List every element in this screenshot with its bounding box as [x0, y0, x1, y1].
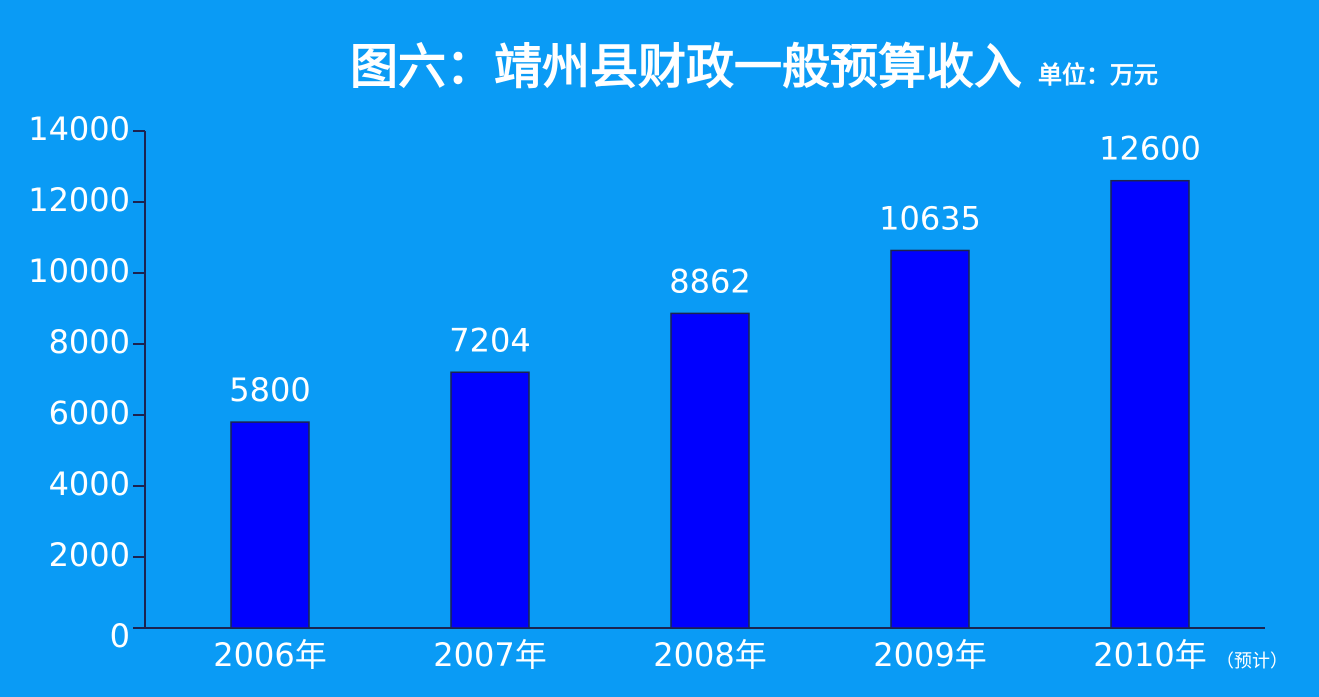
y-tick-label: 8000 — [49, 323, 130, 361]
y-tick-label: 6000 — [49, 394, 130, 432]
x-tick-label: 2008年 — [653, 636, 766, 674]
bar — [890, 249, 970, 629]
data-label: 8862 — [669, 262, 750, 300]
data-label: 12600 — [1099, 130, 1201, 168]
x-tick-label: 2007年 — [433, 636, 546, 674]
bar — [450, 371, 530, 629]
x-tick-label: 2009年 — [873, 636, 986, 674]
x-tick-label: 2010年 — [1093, 636, 1206, 674]
y-tick-label: 10000 — [28, 252, 130, 290]
data-label: 10635 — [879, 199, 981, 237]
bar — [1110, 179, 1190, 629]
x-tick-label: 2006年 — [213, 636, 326, 674]
bar — [230, 421, 310, 629]
y-tick-label: 14000 — [28, 110, 130, 148]
chart-subtitle: 单位：万元 — [1038, 61, 1158, 89]
y-tick-label: 12000 — [28, 181, 130, 219]
data-label: 5800 — [229, 371, 310, 409]
y-tick-label: 2000 — [49, 536, 130, 574]
chart-title: 图六：靖州县财政一般预算收入 — [350, 39, 1022, 95]
bar — [670, 312, 750, 629]
y-tick-label: 0 — [110, 617, 130, 655]
y-tick-label: 4000 — [49, 465, 130, 503]
data-label: 7204 — [449, 321, 530, 359]
annotation: （预计） — [1216, 651, 1288, 672]
